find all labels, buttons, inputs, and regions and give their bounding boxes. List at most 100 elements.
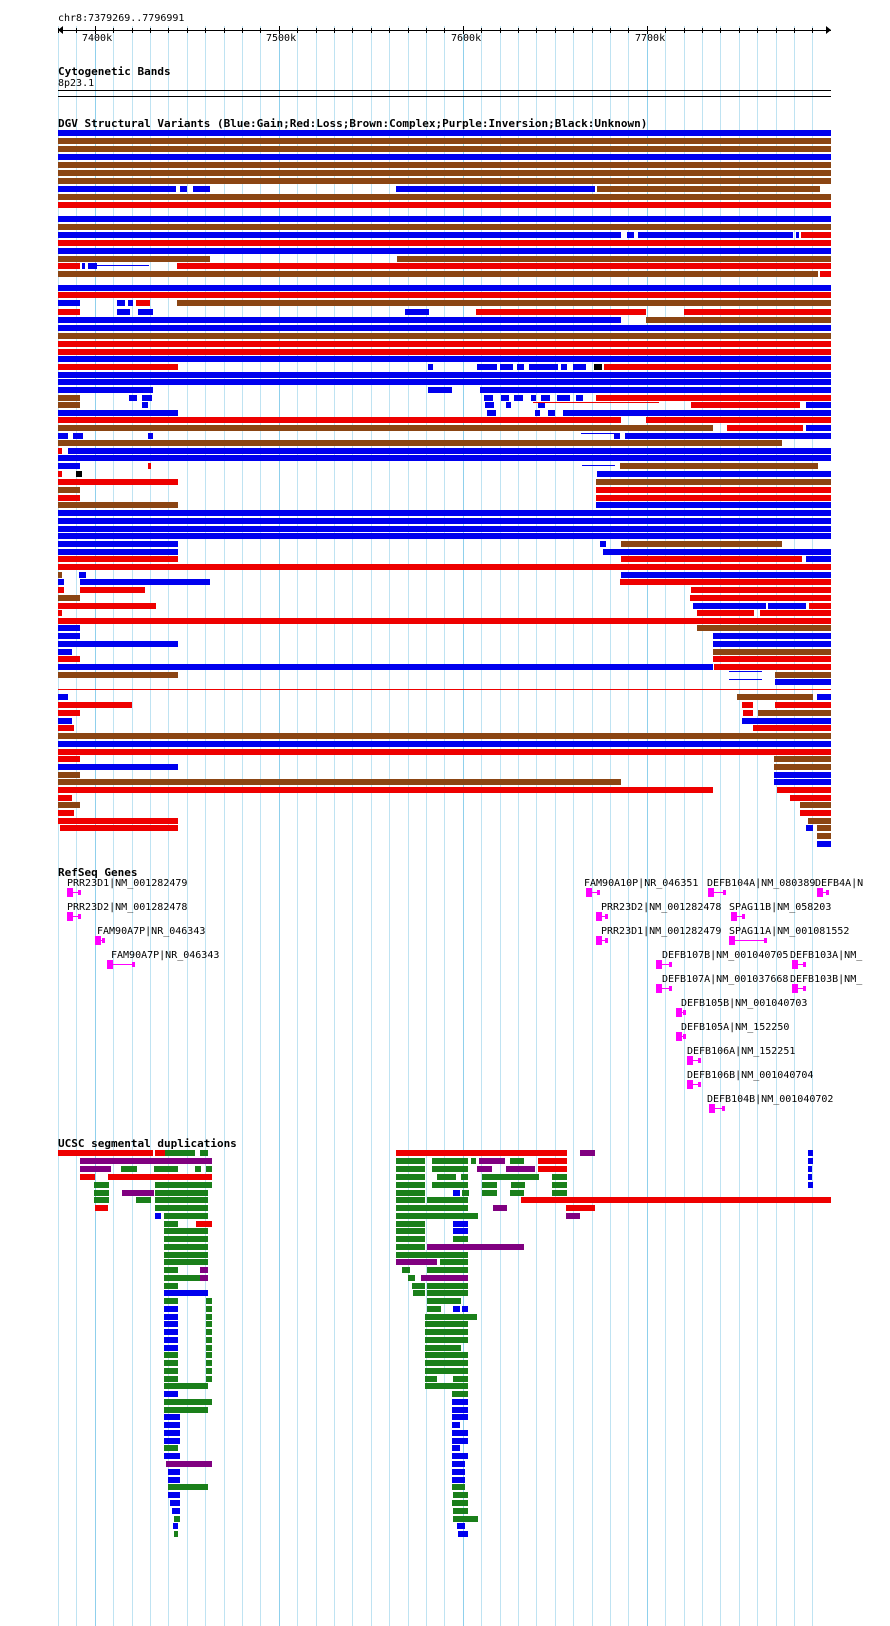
dgv-variant[interactable] <box>817 833 831 839</box>
gene-intron-line[interactable] <box>67 916 81 917</box>
dgv-variant[interactable] <box>58 787 713 793</box>
dgv-variant[interactable] <box>58 556 178 562</box>
gene-exon[interactable] <box>596 912 602 921</box>
dgv-variant[interactable] <box>480 387 831 393</box>
dgv-variant[interactable] <box>58 633 80 639</box>
segdup-feature[interactable] <box>566 1205 595 1211</box>
segdup-feature[interactable] <box>164 1438 180 1444</box>
dgv-variant[interactable] <box>396 186 595 192</box>
dgv-variant[interactable] <box>801 232 831 238</box>
dgv-variant[interactable] <box>713 641 831 647</box>
segdup-feature[interactable] <box>174 1531 178 1537</box>
segdup-feature[interactable] <box>427 1306 441 1312</box>
dgv-variant[interactable] <box>405 309 429 315</box>
gene-exon[interactable] <box>687 1056 693 1065</box>
dgv-variant[interactable] <box>58 433 68 439</box>
dgv-variant[interactable] <box>697 610 754 616</box>
segdup-feature[interactable] <box>552 1182 567 1188</box>
segdup-feature[interactable] <box>164 1407 208 1413</box>
dgv-variant[interactable] <box>58 702 132 708</box>
dgv-variant[interactable] <box>58 349 831 355</box>
dgv-variant[interactable] <box>58 372 831 378</box>
dgv-variant[interactable] <box>148 433 153 439</box>
segdup-feature[interactable] <box>808 1158 813 1164</box>
dgv-variant[interactable] <box>58 718 72 724</box>
segdup-feature[interactable] <box>164 1383 208 1389</box>
dgv-variant[interactable] <box>117 309 130 315</box>
dgv-variant-connector[interactable] <box>729 679 762 680</box>
segdup-feature[interactable] <box>154 1166 178 1172</box>
segdup-feature[interactable] <box>453 1508 468 1514</box>
dgv-variant[interactable] <box>596 495 831 501</box>
dgv-variant[interactable] <box>485 402 494 408</box>
dgv-variant[interactable] <box>58 341 831 347</box>
segdup-feature[interactable] <box>425 1321 468 1327</box>
dgv-variant[interactable] <box>58 130 831 136</box>
dgv-variant[interactable] <box>58 300 80 306</box>
dgv-variant[interactable] <box>517 364 524 370</box>
segdup-feature[interactable] <box>452 1438 468 1444</box>
segdup-feature[interactable] <box>195 1166 201 1172</box>
dgv-variant[interactable] <box>58 410 178 416</box>
dgv-variant[interactable] <box>58 664 713 670</box>
segdup-feature[interactable] <box>432 1158 468 1164</box>
gene-exon[interactable] <box>792 960 798 969</box>
dgv-variant[interactable] <box>737 694 813 700</box>
dgv-variant[interactable] <box>625 433 831 439</box>
dgv-variant[interactable] <box>58 795 72 801</box>
segdup-feature[interactable] <box>164 1213 208 1219</box>
segdup-feature[interactable] <box>155 1190 208 1196</box>
dgv-variant[interactable] <box>620 579 831 585</box>
dgv-variant[interactable] <box>774 779 831 785</box>
dgv-variant[interactable] <box>117 300 125 306</box>
segdup-feature[interactable] <box>165 1150 195 1156</box>
dgv-variant[interactable] <box>594 364 602 370</box>
dgv-variant[interactable] <box>774 756 831 762</box>
dgv-track-title[interactable]: DGV Structural Variants (Blue:Gain;Red:L… <box>58 117 648 130</box>
dgv-variant[interactable] <box>806 402 831 408</box>
segdup-feature[interactable] <box>437 1174 456 1180</box>
dgv-variant[interactable] <box>58 271 818 277</box>
dgv-variant[interactable] <box>557 395 570 401</box>
dgv-variant[interactable] <box>88 263 97 269</box>
gene-exon[interactable] <box>107 960 113 969</box>
segdup-feature[interactable] <box>396 1213 478 1219</box>
dgv-variant[interactable] <box>58 309 80 315</box>
gene-intron-line[interactable] <box>687 1060 701 1061</box>
dgv-variant[interactable] <box>428 387 452 393</box>
segdup-feature[interactable] <box>168 1492 180 1498</box>
dgv-variant[interactable] <box>514 395 523 401</box>
dgv-variant-connector[interactable] <box>581 433 615 434</box>
dgv-variant[interactable] <box>58 216 831 222</box>
dgv-variant[interactable] <box>597 186 820 192</box>
dgv-variant[interactable] <box>531 395 536 401</box>
segdup-feature[interactable] <box>122 1190 154 1196</box>
gene-intron-line[interactable] <box>67 892 81 893</box>
gene-exon[interactable] <box>656 960 662 969</box>
dgv-variant[interactable] <box>58 541 178 547</box>
segdup-feature[interactable] <box>155 1182 212 1188</box>
gene-intron-line[interactable] <box>731 916 745 917</box>
dgv-variant[interactable] <box>476 309 646 315</box>
segdup-feature[interactable] <box>206 1329 212 1335</box>
segdup-feature[interactable] <box>440 1259 468 1265</box>
dgv-variant[interactable] <box>58 138 831 144</box>
segdup-feature[interactable] <box>453 1306 460 1312</box>
dgv-variant[interactable] <box>58 618 831 624</box>
segdup-feature[interactable] <box>173 1523 178 1529</box>
segdup-feature[interactable] <box>538 1166 567 1172</box>
dgv-variant[interactable] <box>58 395 80 401</box>
segdup-feature[interactable] <box>808 1182 813 1188</box>
segdup-feature[interactable] <box>479 1158 505 1164</box>
dgv-variant[interactable] <box>60 825 178 831</box>
dgv-variant[interactable] <box>573 364 586 370</box>
dgv-variant[interactable] <box>148 463 151 469</box>
dgv-variant[interactable] <box>775 679 831 685</box>
dgv-variant[interactable] <box>136 300 150 306</box>
dgv-variant[interactable] <box>620 463 818 469</box>
dgv-variant[interactable] <box>713 656 831 662</box>
dgv-variant[interactable] <box>58 587 64 593</box>
dgv-variant[interactable] <box>638 232 793 238</box>
segdup-feature[interactable] <box>136 1197 151 1203</box>
segdup-feature[interactable] <box>206 1360 212 1366</box>
